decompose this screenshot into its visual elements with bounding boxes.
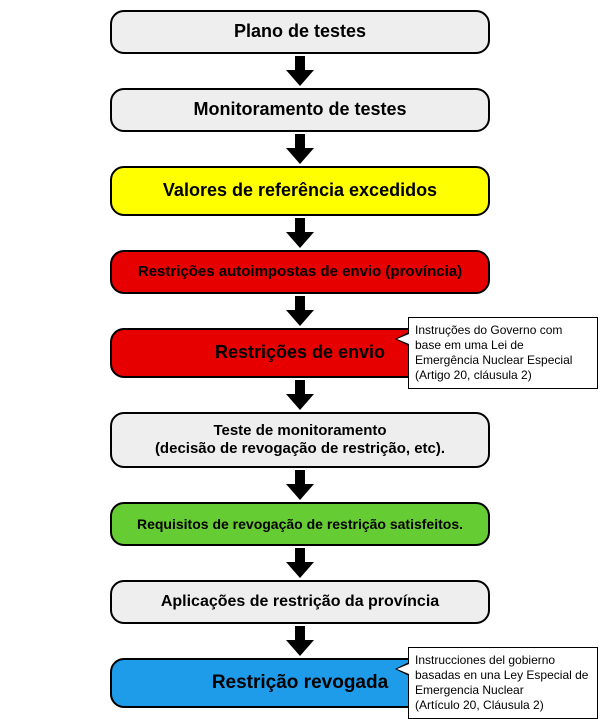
flow-row: Restrições de envioInstruções do Governo… [10, 328, 590, 378]
arrow-shaft [295, 380, 305, 394]
callout-pointer [395, 332, 409, 346]
flow-arrow [286, 134, 314, 164]
flow-node-n1: Plano de testes [110, 10, 490, 54]
arrow-shaft [295, 470, 305, 484]
flow-arrow [286, 380, 314, 410]
callout-n5: Instruções do Governo com base em uma Le… [408, 317, 598, 389]
flow-row: Valores de referência excedidos [10, 166, 590, 216]
flow-node-n4: Restrições autoimpostas de envio (provín… [110, 250, 490, 294]
flow-row: Plano de testes [10, 10, 590, 54]
flow-arrow [286, 56, 314, 86]
flow-arrow [286, 548, 314, 578]
arrow-shaft [295, 218, 305, 232]
flow-arrow [286, 626, 314, 656]
arrow-head-icon [286, 484, 314, 500]
flow-row: Restrições autoimpostas de envio (provín… [10, 250, 590, 294]
flowchart-container: Plano de testes Monitoramento de testes Va… [10, 10, 590, 708]
arrow-head-icon [286, 394, 314, 410]
arrow-shaft [295, 296, 305, 310]
callout-text: Instruções do Governo com base em uma Le… [415, 323, 572, 382]
flow-node-n7: Requisitos de revogação de restrição sat… [110, 502, 490, 546]
flow-row: Requisitos de revogação de restrição sat… [10, 502, 590, 546]
arrow-head-icon [286, 70, 314, 86]
flow-node-n8: Aplicações de restrição da província [110, 580, 490, 624]
arrow-shaft [295, 134, 305, 148]
arrow-shaft [295, 626, 305, 640]
flow-node-n3: Valores de referência excedidos [110, 166, 490, 216]
flow-node-n6: Teste de monitoramento (decisão de revog… [110, 412, 490, 468]
flow-row: Teste de monitoramento (decisão de revog… [10, 412, 590, 468]
arrow-head-icon [286, 232, 314, 248]
flow-arrow [286, 218, 314, 248]
arrow-head-icon [286, 310, 314, 326]
flow-arrow [286, 296, 314, 326]
callout-text: Instrucciones del gobierno basadas en un… [415, 653, 588, 712]
flow-row: Restrição revogadaInstrucciones del gobi… [10, 658, 590, 708]
callout-pointer [395, 662, 409, 676]
arrow-head-icon [286, 562, 314, 578]
arrow-shaft [295, 548, 305, 562]
flow-node-n2: Monitoramento de testes [110, 88, 490, 132]
arrow-head-icon [286, 148, 314, 164]
callout-n9: Instrucciones del gobierno basadas en un… [408, 647, 598, 719]
arrow-head-icon [286, 640, 314, 656]
flow-row: Monitoramento de testes [10, 88, 590, 132]
arrow-shaft [295, 56, 305, 70]
flow-row: Aplicações de restrição da província [10, 580, 590, 624]
flow-arrow [286, 470, 314, 500]
